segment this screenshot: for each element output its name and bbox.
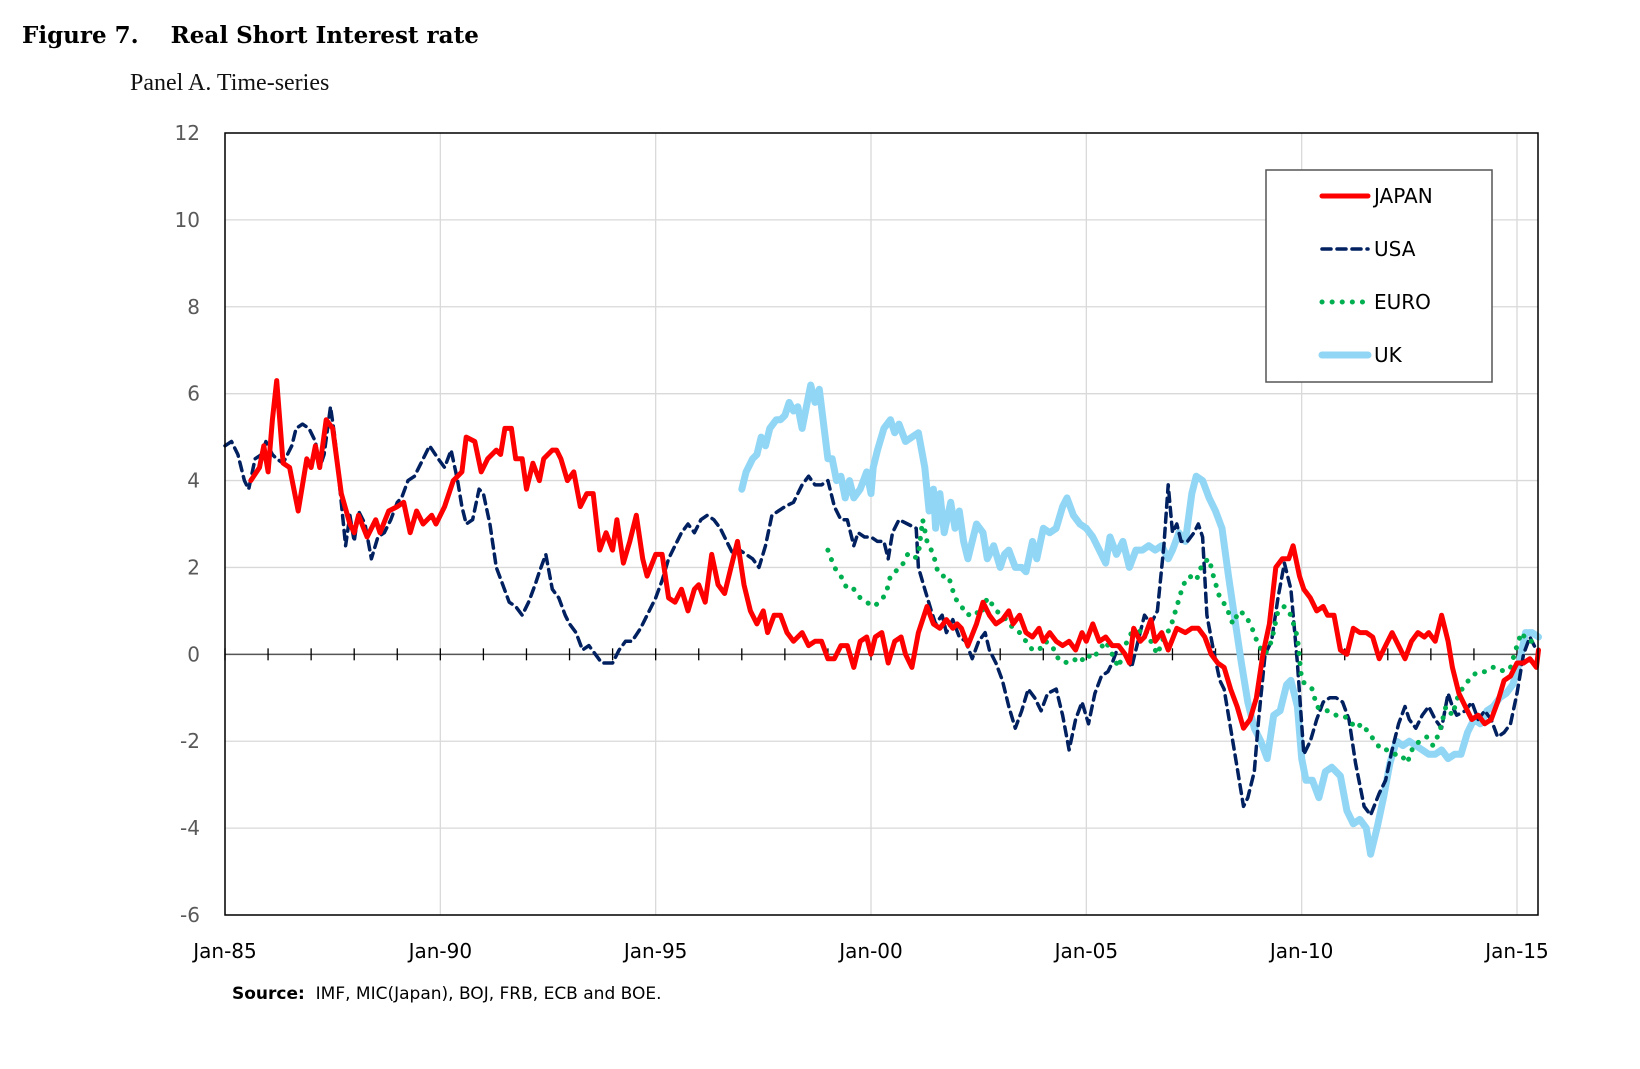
y-tick-label: 10 — [175, 208, 200, 232]
legend-label-japan: JAPAN — [1372, 184, 1433, 208]
line-chart: 12 10 8 6 4 2 0 -2 -4 -6 Jan-85 Jan-90 Jan-95 Jan-00… — [175, 121, 1549, 963]
panel-title: Panel A. Time-series — [130, 70, 330, 96]
legend-label-usa: USA — [1374, 237, 1416, 261]
legend-label-uk: UK — [1374, 343, 1403, 367]
series-line-japan — [248, 378, 1541, 731]
y-axis-tick-labels: 12 10 8 6 4 2 0 -2 -4 -6 — [175, 121, 200, 927]
y-tick-label: 2 — [187, 555, 200, 579]
figure-title: Figure 7. Real Short Interest rate — [22, 22, 479, 49]
x-tick-label: Jan-95 — [622, 939, 688, 963]
series-line-usa — [223, 404, 1539, 817]
x-tick-label: Jan-05 — [1053, 939, 1119, 963]
y-tick-label: 4 — [187, 469, 200, 493]
y-tick-label: -6 — [180, 903, 200, 927]
series-line-uk — [738, 381, 1542, 858]
source-label: Source: — [232, 984, 305, 1004]
y-tick-label: 6 — [187, 382, 200, 406]
series-line-euro — [825, 517, 1539, 766]
source-note: Source: IMF, MIC(Japan), BOJ, FRB, ECB a… — [232, 984, 662, 1004]
legend-box — [1265, 169, 1493, 383]
y-tick-label: -4 — [180, 816, 200, 840]
y-tick-label: 0 — [187, 642, 200, 666]
x-tick-label: Jan-90 — [407, 939, 473, 963]
source-text: IMF, MIC(Japan), BOJ, FRB, ECB and BOE. — [315, 984, 662, 1004]
x-tick-label: Jan-15 — [1483, 939, 1549, 963]
y-tick-label: 12 — [175, 121, 200, 145]
x-tick-label: Jan-10 — [1268, 939, 1334, 963]
y-tick-label: 8 — [187, 295, 200, 319]
legend: JAPAN USA EURO UK — [1265, 169, 1493, 383]
plot-frame — [224, 132, 1539, 916]
legend-label-euro: EURO — [1374, 290, 1431, 314]
y-tick-label: -2 — [180, 729, 200, 753]
series-lines — [223, 378, 1542, 858]
x-tick-label: Jan-00 — [837, 939, 903, 963]
x-axis-tick-labels: Jan-85 Jan-90 Jan-95 Jan-00 Jan-05 Jan-10 Jan-… — [191, 939, 1549, 963]
x-tick-label: Jan-85 — [191, 939, 257, 963]
